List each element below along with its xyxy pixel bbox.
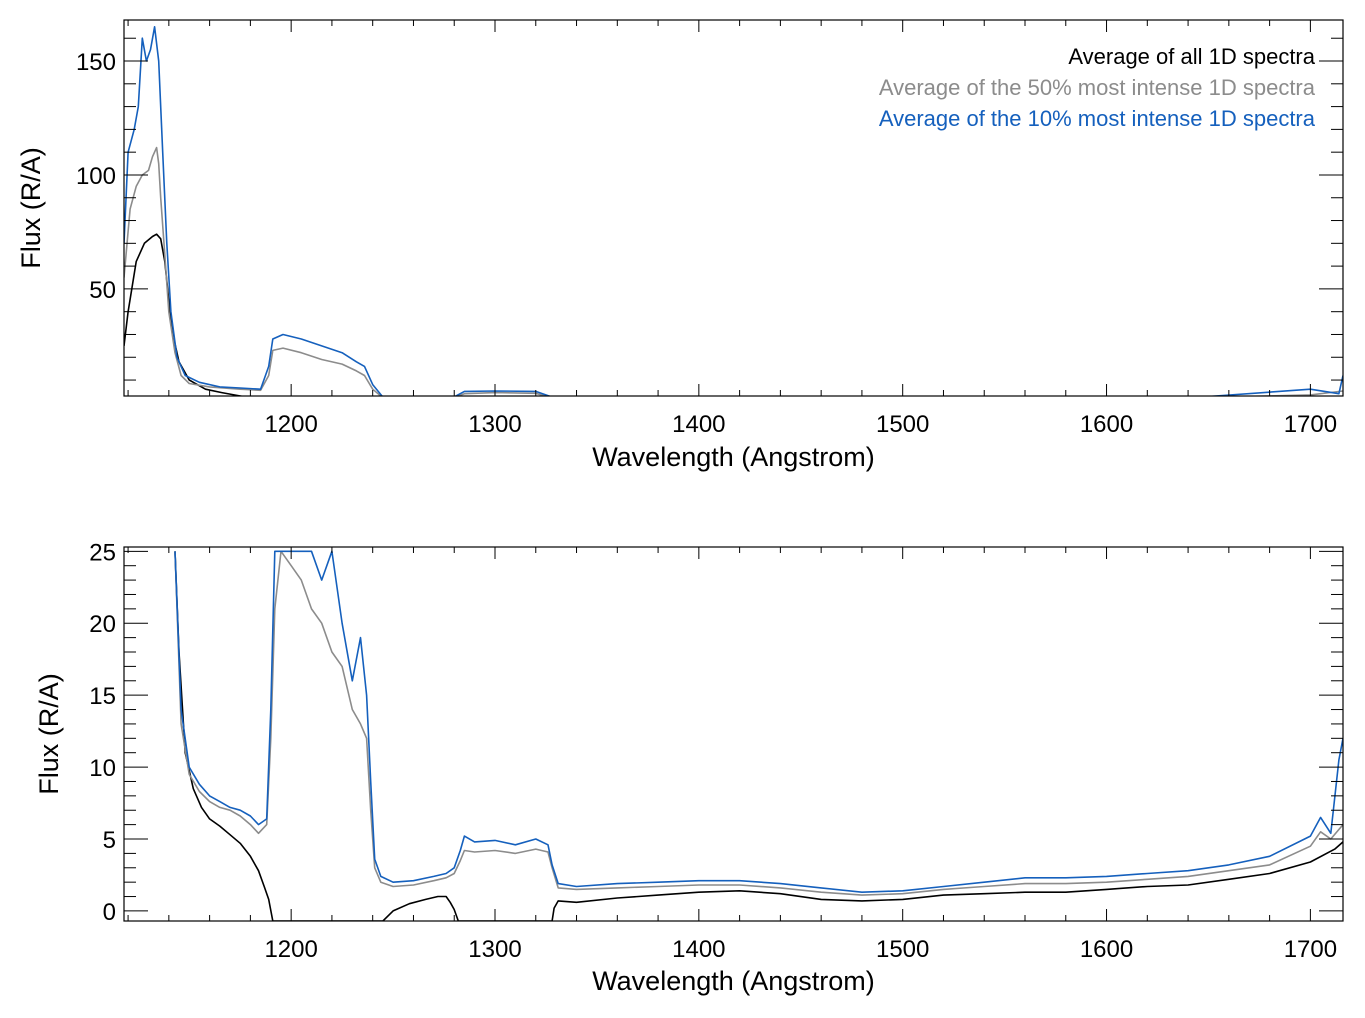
y-tick-label: 50 bbox=[89, 277, 116, 304]
y-tick-label: 20 bbox=[89, 611, 116, 638]
y-tick-label: 0 bbox=[103, 899, 116, 926]
legend-entry-2: Average of the 50% most intense 1D spect… bbox=[879, 75, 1316, 100]
x-tick-label: 1700 bbox=[1284, 411, 1337, 438]
plot-area bbox=[174, 550, 1343, 921]
x-tick-label: 1700 bbox=[1284, 936, 1337, 963]
series-line-1 bbox=[174, 551, 1343, 921]
y-axis-title: Flux (R/A) bbox=[34, 673, 64, 795]
y-tick-label: 10 bbox=[89, 755, 116, 782]
y-tick-label: 5 bbox=[103, 827, 116, 854]
panel-top: 1200 1300 1400 1500 1600 1700 50 100 150 Waveleng… bbox=[16, 19, 1344, 472]
plot-area bbox=[124, 26, 1343, 396]
x-tick-label: 1600 bbox=[1080, 936, 1133, 963]
series-line-1 bbox=[124, 233, 245, 396]
plot-frame bbox=[123, 19, 1344, 397]
y-axis-title: Flux (R/A) bbox=[16, 147, 46, 269]
series-line-2 bbox=[174, 550, 1343, 896]
series-line-2 bbox=[124, 146, 1343, 396]
legend-entry-3: Average of the 10% most intense 1D spect… bbox=[879, 106, 1316, 131]
x-axis-title: Wavelength (Angstrom) bbox=[592, 442, 875, 472]
x-tick-label: 1200 bbox=[264, 936, 317, 963]
series-line-3 bbox=[174, 550, 1343, 893]
y-tick-label: 150 bbox=[76, 49, 116, 76]
x-tick-label: 1400 bbox=[672, 936, 725, 963]
x-axis-title: Wavelength (Angstrom) bbox=[592, 966, 875, 996]
legend-entry-1: Average of all 1D spectra bbox=[1068, 44, 1315, 69]
x-tick-label: 1400 bbox=[672, 411, 725, 438]
x-tick-label: 1300 bbox=[468, 411, 521, 438]
x-tick-label: 1200 bbox=[264, 411, 317, 438]
y-tick-label: 15 bbox=[89, 683, 116, 710]
x-tick-label: 1500 bbox=[876, 936, 929, 963]
series-line-3 bbox=[124, 26, 1343, 396]
x-tick-label: 1300 bbox=[468, 936, 521, 963]
y-tick-label: 100 bbox=[76, 163, 116, 190]
y-tick-label: 25 bbox=[89, 539, 116, 566]
panel-bottom: 1200 1300 1400 1500 1600 1700 0 5 10 15 20 25 Wavele… bbox=[34, 539, 1344, 996]
plot-frame bbox=[123, 546, 1344, 922]
x-tick-label: 1500 bbox=[876, 411, 929, 438]
x-tick-label: 1600 bbox=[1080, 411, 1133, 438]
